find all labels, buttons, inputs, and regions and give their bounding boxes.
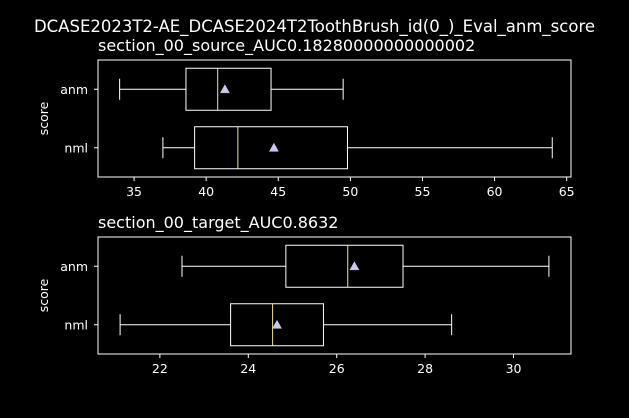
- x-tick-label: 30: [506, 361, 522, 376]
- panel-1: section_00_source_AUC0.18280000000000002…: [36, 36, 575, 199]
- y-tick-label: anm: [60, 259, 88, 274]
- mean-marker: [272, 319, 282, 329]
- mean-marker: [269, 142, 279, 152]
- mean-marker: [349, 261, 360, 271]
- chart-title: section_00_target_AUC0.8632: [98, 213, 338, 233]
- x-tick-label: 24: [240, 361, 256, 376]
- x-tick-label: 60: [487, 184, 503, 199]
- panels: section_00_source_AUC0.18280000000000002…: [36, 36, 575, 376]
- x-tick-label: 65: [559, 184, 575, 199]
- x-tick-label: 22: [152, 361, 168, 376]
- y-tick-label: nml: [64, 317, 88, 332]
- box-anm: anm: [60, 244, 550, 288]
- x-tick-label: 35: [126, 184, 142, 199]
- y-axis-label: score: [36, 101, 51, 135]
- y-axis-label: score: [36, 278, 51, 312]
- box-anm: anm: [60, 67, 344, 111]
- x-tick-label: 40: [198, 184, 214, 199]
- mean-marker: [219, 84, 230, 94]
- figure-suptitle: DCASE2023T2-AE_DCASE2024T2ToothBrush_id(…: [34, 17, 595, 37]
- x-tick-label: 28: [417, 361, 433, 376]
- box-nml: nml: [64, 126, 553, 170]
- x-tick-label: 55: [415, 184, 431, 199]
- x-tick-label: 45: [270, 184, 286, 199]
- box-nml: nml: [64, 303, 453, 347]
- box-iqr: [194, 126, 348, 170]
- box-iqr: [185, 67, 272, 111]
- y-tick-label: anm: [60, 82, 88, 97]
- chart-title: section_00_source_AUC0.18280000000000002: [98, 36, 475, 56]
- x-tick-label: 26: [329, 361, 345, 376]
- axes-frame: [97, 236, 572, 355]
- axes-frame: [97, 59, 572, 178]
- box-iqr: [285, 244, 404, 288]
- box-iqr: [230, 303, 324, 347]
- x-tick-label: 50: [342, 184, 358, 199]
- y-tick-label: nml: [64, 140, 88, 155]
